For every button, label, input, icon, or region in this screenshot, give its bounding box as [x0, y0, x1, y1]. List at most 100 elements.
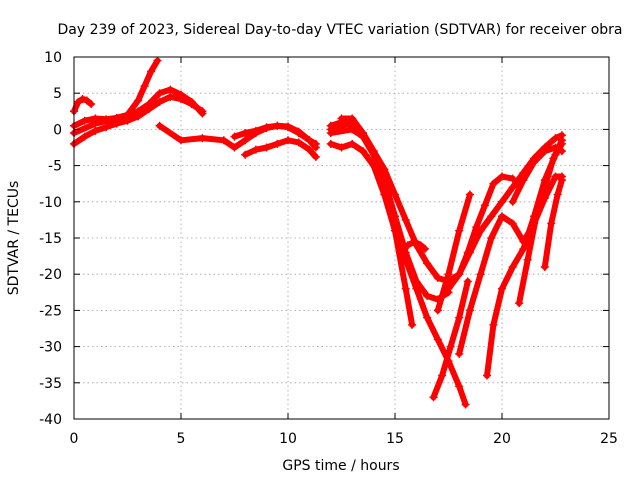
data-point	[423, 313, 432, 322]
data-point	[153, 56, 162, 65]
series-sat-g	[230, 121, 320, 148]
data-point	[438, 371, 447, 380]
data-point	[429, 393, 438, 402]
data-point	[241, 150, 250, 159]
data-point	[487, 234, 496, 242]
data-point	[391, 190, 399, 199]
data-point	[489, 320, 498, 329]
data-point	[380, 165, 389, 174]
data-point	[91, 126, 100, 135]
data-point	[551, 134, 560, 143]
data-point	[230, 132, 239, 141]
data-point	[241, 136, 250, 145]
data-point	[166, 92, 175, 101]
data-point	[472, 223, 481, 232]
data-point	[155, 97, 164, 106]
data-point	[358, 147, 367, 156]
data-point	[337, 114, 346, 123]
data-point	[102, 123, 111, 132]
data-point	[508, 219, 517, 228]
data-point	[326, 129, 335, 138]
x-tick-label: 15	[386, 431, 404, 447]
data-point	[530, 157, 539, 166]
data-point	[515, 299, 524, 308]
series-sat-s	[540, 176, 566, 271]
data-point	[476, 270, 485, 279]
data-point	[262, 123, 271, 132]
data-point	[557, 136, 566, 145]
data-point	[508, 197, 517, 206]
data-point	[465, 190, 474, 199]
x-tick-label: 25	[600, 431, 618, 447]
data-point	[455, 313, 464, 322]
data-point	[540, 262, 549, 271]
data-point	[134, 107, 143, 116]
data-point	[401, 248, 410, 257]
series-sat-m	[429, 277, 472, 402]
data-point	[498, 284, 506, 293]
data-point	[455, 382, 464, 391]
y-tick-label: -20	[39, 267, 62, 283]
series-line	[434, 191, 473, 314]
data-point	[433, 335, 442, 344]
data-point	[241, 129, 250, 138]
data-point	[294, 127, 303, 136]
data-point	[230, 143, 239, 152]
data-point	[540, 183, 549, 192]
data-point	[294, 138, 303, 147]
series-sat-n	[444, 172, 517, 293]
data-point	[483, 371, 492, 380]
series-sat-a	[70, 94, 96, 116]
axis-ticks	[73, 56, 610, 420]
data-point	[498, 172, 506, 181]
data-point	[144, 100, 153, 109]
data-point	[455, 349, 464, 358]
data-point	[423, 259, 432, 268]
data-point	[91, 119, 100, 128]
y-tick-label: -25	[39, 303, 62, 319]
series-line	[541, 177, 565, 270]
data-point	[305, 136, 314, 145]
data-point	[508, 183, 517, 192]
y-tick-label: 5	[53, 86, 62, 102]
data-point	[523, 255, 532, 264]
y-axis-label: SDTVAR / TECUs	[6, 181, 22, 296]
data-point	[480, 201, 489, 210]
data-point	[433, 306, 442, 315]
data-point	[337, 143, 346, 152]
x-tick-label: 10	[279, 431, 297, 447]
data-point	[408, 320, 417, 329]
y-tick-label: 10	[44, 50, 62, 66]
data-point	[401, 215, 410, 224]
data-point	[348, 139, 357, 148]
data-point	[251, 145, 260, 154]
data-point	[177, 136, 185, 145]
series-sat-d	[70, 85, 207, 138]
data-point	[219, 136, 228, 145]
data-point	[423, 291, 432, 300]
data-point	[348, 125, 357, 134]
data-point	[508, 174, 517, 183]
data-point	[155, 121, 164, 130]
data-point	[519, 176, 528, 185]
data-point	[273, 139, 282, 148]
x-axis-label: GPS time / hours	[282, 458, 399, 474]
data-point	[420, 244, 429, 253]
data-point	[262, 143, 271, 152]
data-point	[498, 212, 506, 221]
data-point	[112, 114, 121, 123]
x-tick-label: 0	[70, 431, 79, 447]
data-point	[461, 400, 470, 409]
data-point	[187, 97, 196, 106]
data-point	[82, 96, 91, 105]
data-point	[465, 306, 474, 315]
data-point	[444, 270, 453, 279]
series-line	[516, 137, 565, 307]
data-point	[489, 179, 498, 188]
data-point	[498, 197, 506, 206]
data-point	[391, 212, 399, 221]
series-sat-o	[455, 172, 566, 358]
data-point	[251, 126, 260, 135]
data-point	[305, 145, 314, 154]
